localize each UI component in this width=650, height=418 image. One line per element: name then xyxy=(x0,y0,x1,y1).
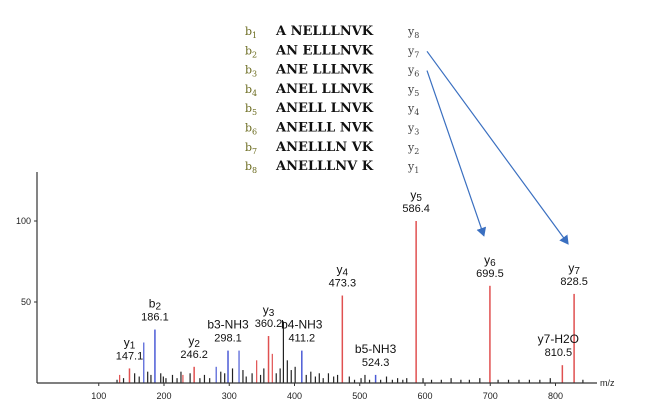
b-ion-label: b5 xyxy=(245,102,257,117)
x-tick-label: 800 xyxy=(548,391,563,401)
x-tick-label: 500 xyxy=(352,391,367,401)
x-tick-label: 100 xyxy=(91,391,106,401)
y-ion-label: y5 xyxy=(407,83,419,98)
y-axis-ticks: 50 100 xyxy=(16,216,37,307)
peak-label: b4-NH3 xyxy=(281,318,323,332)
b-ion-label: b2 xyxy=(245,44,257,59)
fragment-row: b5 ANELL LNVK y4 xyxy=(245,101,419,117)
peptide-sequence: ANELLLNV K xyxy=(275,159,374,174)
peak-mz-value: 473.3 xyxy=(329,278,357,290)
fragment-row: b1 A NELLLNVK y8 xyxy=(245,24,419,40)
peptide-sequence: A NELLLNVK xyxy=(275,24,374,39)
x-tick-label: 200 xyxy=(156,391,171,401)
fragment-row: b2 AN ELLLNVK y7 xyxy=(245,43,419,59)
peptide-sequence: ANEL LLNVK xyxy=(275,82,374,97)
b-ion-label: b1 xyxy=(245,25,257,40)
arrow-to-y7 xyxy=(426,50,569,245)
peak-label: y2 xyxy=(188,334,200,350)
y-ion-label: y7 xyxy=(407,44,419,59)
peak-mz-value: 246.2 xyxy=(180,349,208,361)
x-axis-label: m/z xyxy=(600,378,615,388)
peak-mz-value: 828.5 xyxy=(560,276,588,288)
peak-labels: y1147.1b2186.1y2246.2b3-NH3298.1y3360.2b… xyxy=(116,188,588,369)
peak-label: y4 xyxy=(337,263,349,279)
peptide-sequence: ANELLL NVK xyxy=(275,121,374,136)
peptide-sequence: AN ELLLNVK xyxy=(275,43,374,58)
peak-label: b5-NH3 xyxy=(355,342,397,356)
peptide-sequence: ANE LLLNVK xyxy=(275,63,374,78)
peak-label: y7 xyxy=(568,261,580,277)
fragment-row: b3 ANE LLLNVK y6 xyxy=(245,63,419,79)
x-tick-label: 400 xyxy=(287,391,302,401)
fragment-row: b4 ANEL LLNVK y5 xyxy=(245,82,419,98)
fragment-table: b1 A NELLLNVK y8 b2 AN ELLLNVK y7 b3 ANE LLLNVK… xyxy=(245,24,419,175)
peak-label: y5 xyxy=(410,188,422,204)
peak-mz-value: 524.3 xyxy=(362,357,390,369)
x-tick-label: 600 xyxy=(417,391,432,401)
y-ion-label: y1 xyxy=(407,160,419,175)
peak-mz-value: 360.2 xyxy=(255,318,283,330)
x-tick-label: 300 xyxy=(222,391,237,401)
y-ion-label: y2 xyxy=(407,141,419,156)
peak-mz-value: 586.4 xyxy=(402,203,430,215)
b-ion-label: b8 xyxy=(245,160,257,175)
peak-label: y7-H2O xyxy=(538,332,579,346)
peak-label: b3-NH3 xyxy=(207,318,249,332)
y-ion-label: y8 xyxy=(407,25,419,40)
b-ion-label: b6 xyxy=(245,122,257,137)
peak-mz-value: 298.1 xyxy=(214,333,242,345)
y-tick-label: 100 xyxy=(16,216,31,226)
b-ion-label: b7 xyxy=(245,141,257,156)
b-ion-label: b3 xyxy=(245,64,257,79)
y-ion-label: y3 xyxy=(407,122,419,137)
peak-label: y6 xyxy=(484,253,496,269)
b-ion-label: b4 xyxy=(245,83,257,98)
fragment-row: b8 ANELLLNV K y1 xyxy=(245,159,419,175)
peak-mz-value: 699.5 xyxy=(476,268,504,280)
peptide-sequence: ANELLLN VK xyxy=(275,140,374,155)
peak-mz-value: 411.2 xyxy=(288,333,315,345)
y-ion-label: y6 xyxy=(407,64,419,79)
peak-label: b2 xyxy=(149,297,162,313)
y-ion-label: y4 xyxy=(407,102,419,117)
plot-area: y1147.1b2186.1y2246.2b3-NH3298.1y3360.2b… xyxy=(16,172,615,401)
peak-mz-value: 147.1 xyxy=(116,350,144,362)
peak-label: y1 xyxy=(124,335,136,351)
x-tick-label: 700 xyxy=(483,391,498,401)
y-tick-label: 50 xyxy=(21,297,31,307)
peak-label: y3 xyxy=(263,303,275,319)
peptide-sequence: ANELL LNVK xyxy=(275,101,374,116)
peak-mz-value: 186.1 xyxy=(141,312,169,324)
fragment-row: b7 ANELLLN VK y2 xyxy=(245,140,419,156)
x-axis-ticks: 100 200 300 400 500 600 700 800 xyxy=(91,383,563,401)
fragment-arrows xyxy=(426,50,569,245)
arrow-to-y6 xyxy=(426,70,487,237)
peak-mz-value: 810.5 xyxy=(545,347,573,359)
minor-peaks xyxy=(116,321,584,383)
fragment-row: b6 ANELLL NVK y3 xyxy=(245,121,419,137)
annotated-peaks xyxy=(128,221,575,383)
